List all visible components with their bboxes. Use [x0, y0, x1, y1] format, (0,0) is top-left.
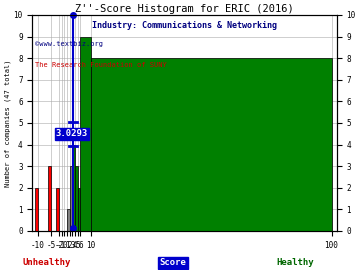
Bar [78, 188, 81, 231]
Bar [67, 209, 70, 231]
Text: Industry: Communications & Networking: Industry: Communications & Networking [92, 21, 277, 31]
Title: Z''-Score Histogram for ERIC (2016): Z''-Score Histogram for ERIC (2016) [75, 4, 294, 14]
Bar [72, 144, 75, 231]
Bar [49, 166, 51, 231]
Bar [57, 188, 59, 231]
Text: ©www.textbiz.org: ©www.textbiz.org [36, 41, 103, 47]
Text: Unhealthy: Unhealthy [23, 258, 71, 267]
Bar [81, 36, 91, 231]
Text: The Research Foundation of SUNY: The Research Foundation of SUNY [36, 62, 167, 69]
Bar [70, 166, 72, 231]
Y-axis label: Number of companies (47 total): Number of companies (47 total) [4, 59, 11, 187]
Text: 3.0293: 3.0293 [56, 129, 88, 138]
Bar [35, 188, 38, 231]
Text: Healthy: Healthy [276, 258, 314, 267]
Bar [91, 58, 332, 231]
Bar [75, 166, 78, 231]
Text: Score: Score [159, 258, 186, 267]
